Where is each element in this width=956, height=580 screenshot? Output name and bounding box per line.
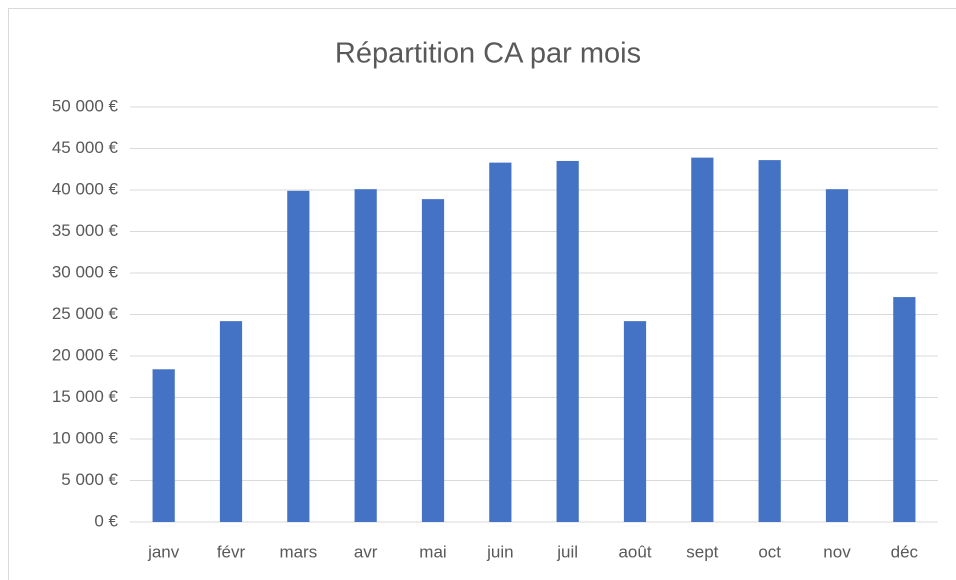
y-tick-label: 45 000 € [52, 138, 119, 157]
y-tick-label: 35 000 € [52, 221, 119, 240]
x-tick-label: mai [419, 542, 446, 561]
y-tick-label: 0 € [94, 511, 118, 530]
bar [354, 189, 377, 523]
y-tick-label: 15 000 € [52, 387, 119, 406]
x-tick-label: déc [891, 542, 919, 561]
bar [691, 157, 714, 522]
bar [287, 190, 310, 522]
y-tick-label: 10 000 € [52, 428, 119, 447]
bar [758, 160, 781, 522]
bar [623, 321, 647, 522]
x-tick-label: janv [147, 542, 180, 561]
x-tick-label: août [618, 542, 651, 561]
y-tick-label: 25 000 € [52, 304, 119, 323]
x-tick-label: oct [758, 542, 781, 561]
y-tick-label: 30 000 € [52, 262, 119, 281]
x-tick-label: sept [686, 542, 718, 561]
x-tick-label: mars [279, 542, 317, 561]
y-tick-label: 40 000 € [52, 179, 119, 198]
bar [893, 297, 916, 522]
bar [152, 369, 175, 522]
bar [421, 199, 445, 522]
x-tick-label: juil [556, 542, 578, 561]
x-tick-label: févr [217, 542, 246, 561]
x-tick-label: juin [486, 542, 513, 561]
y-tick-label: 50 000 € [52, 96, 119, 115]
bar [825, 189, 849, 523]
y-tick-label: 20 000 € [52, 345, 119, 364]
chart-title: Répartition CA par mois [335, 38, 641, 70]
y-tick-label: 5 000 € [61, 470, 118, 489]
x-tick-label: avr [354, 542, 378, 561]
bar [489, 162, 512, 523]
bar [219, 321, 243, 522]
chart-frame [8, 8, 956, 580]
bar [556, 160, 579, 522]
x-tick-label: nov [823, 542, 851, 561]
